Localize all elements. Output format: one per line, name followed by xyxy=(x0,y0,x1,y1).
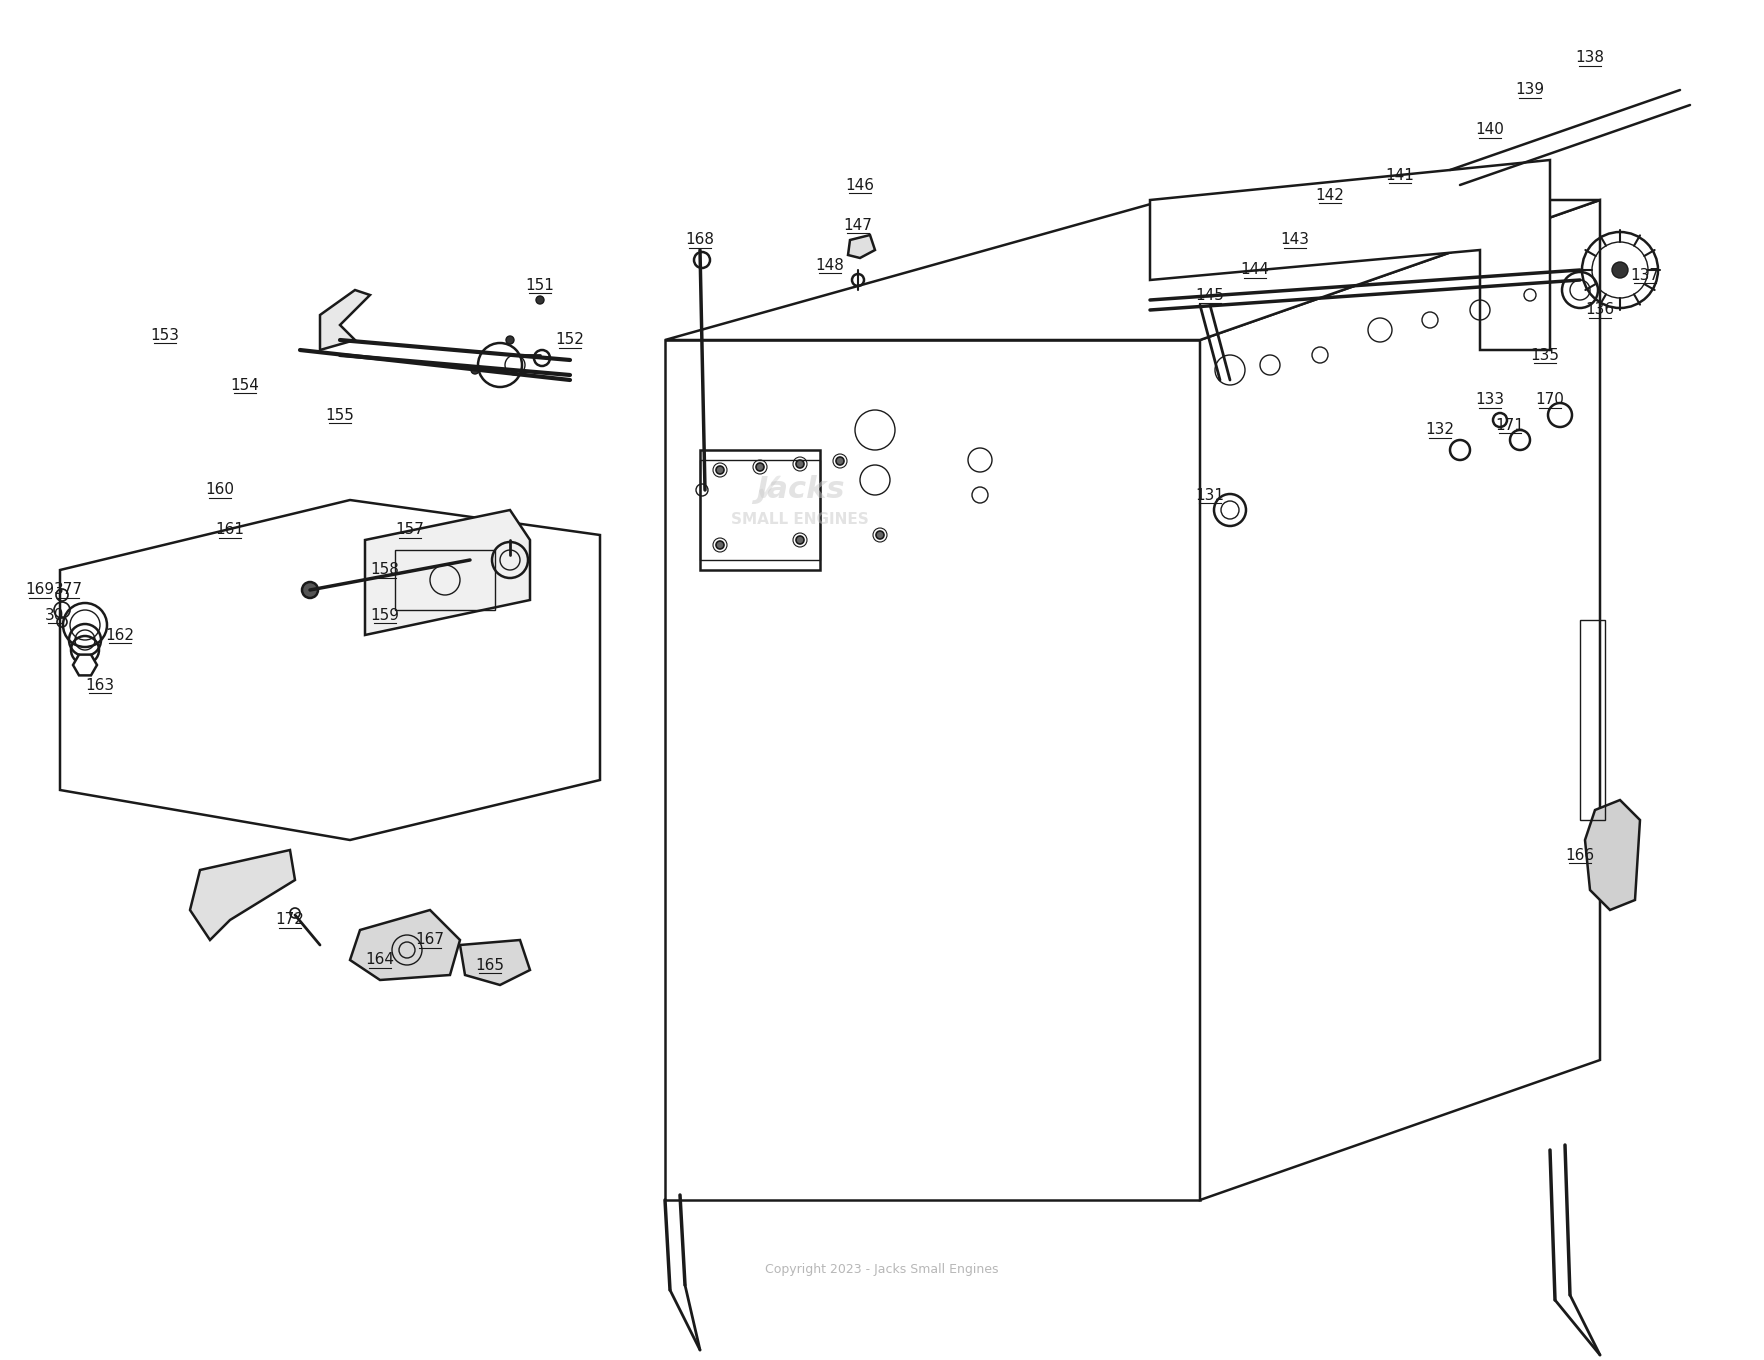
Text: 137: 137 xyxy=(1630,268,1660,283)
Circle shape xyxy=(836,457,843,465)
Circle shape xyxy=(471,366,480,374)
Circle shape xyxy=(877,530,884,539)
Text: 148: 148 xyxy=(815,257,845,272)
Polygon shape xyxy=(349,910,460,981)
Text: 157: 157 xyxy=(395,522,425,537)
Polygon shape xyxy=(365,510,529,635)
Circle shape xyxy=(302,582,318,598)
Polygon shape xyxy=(848,235,875,258)
Text: 162: 162 xyxy=(106,627,134,642)
Bar xyxy=(700,460,820,560)
Text: 144: 144 xyxy=(1240,262,1270,277)
Text: 155: 155 xyxy=(326,408,355,423)
Text: 140: 140 xyxy=(1475,122,1505,137)
Circle shape xyxy=(796,536,804,544)
Bar xyxy=(700,450,820,570)
Circle shape xyxy=(796,460,804,468)
Circle shape xyxy=(506,336,513,344)
Text: 154: 154 xyxy=(231,378,259,393)
Polygon shape xyxy=(665,200,1600,340)
Text: 147: 147 xyxy=(843,218,873,233)
Circle shape xyxy=(757,462,764,471)
Text: 142: 142 xyxy=(1316,188,1344,203)
Circle shape xyxy=(716,466,723,475)
Text: 377: 377 xyxy=(53,582,83,597)
Polygon shape xyxy=(1200,200,1600,1200)
Text: 161: 161 xyxy=(215,522,245,537)
Polygon shape xyxy=(1150,160,1551,350)
Text: 145: 145 xyxy=(1196,287,1224,302)
Text: 152: 152 xyxy=(556,332,584,348)
Text: 30: 30 xyxy=(46,608,65,623)
Text: 159: 159 xyxy=(370,608,399,623)
Text: 135: 135 xyxy=(1531,348,1559,363)
Text: 166: 166 xyxy=(1565,847,1595,862)
Text: 163: 163 xyxy=(85,677,115,692)
Text: 169: 169 xyxy=(25,582,55,597)
Text: 146: 146 xyxy=(845,178,875,193)
Text: 139: 139 xyxy=(1515,83,1545,98)
Text: 132: 132 xyxy=(1425,423,1455,438)
Polygon shape xyxy=(72,654,97,676)
Text: 151: 151 xyxy=(526,277,554,292)
Polygon shape xyxy=(460,940,529,985)
Text: Copyright 2023 - Jacks Small Engines: Copyright 2023 - Jacks Small Engines xyxy=(766,1263,998,1277)
Text: 133: 133 xyxy=(1475,393,1505,408)
Text: Jacks: Jacks xyxy=(755,476,845,505)
Text: 168: 168 xyxy=(686,233,714,248)
Text: 138: 138 xyxy=(1575,50,1605,65)
Circle shape xyxy=(1612,262,1628,277)
Text: 160: 160 xyxy=(205,483,235,498)
Polygon shape xyxy=(665,340,1200,1200)
Text: 172: 172 xyxy=(275,913,305,928)
Text: 170: 170 xyxy=(1536,393,1565,408)
Polygon shape xyxy=(1586,800,1641,910)
Text: 171: 171 xyxy=(1496,418,1524,432)
Text: 153: 153 xyxy=(150,328,180,343)
Polygon shape xyxy=(319,290,370,350)
Text: 158: 158 xyxy=(370,563,399,578)
Text: 136: 136 xyxy=(1586,302,1614,317)
Text: 141: 141 xyxy=(1385,167,1415,182)
Text: 143: 143 xyxy=(1281,233,1309,248)
Polygon shape xyxy=(191,850,295,940)
Text: 167: 167 xyxy=(416,933,445,948)
Text: SMALL ENGINES: SMALL ENGINES xyxy=(730,513,870,528)
Polygon shape xyxy=(60,500,600,840)
Bar xyxy=(1581,620,1605,820)
Text: 131: 131 xyxy=(1196,487,1224,502)
Text: 164: 164 xyxy=(365,952,395,967)
Text: 165: 165 xyxy=(476,957,505,972)
Bar xyxy=(395,549,496,611)
Circle shape xyxy=(536,296,543,305)
Text: ✓: ✓ xyxy=(753,469,787,511)
Circle shape xyxy=(716,541,723,549)
